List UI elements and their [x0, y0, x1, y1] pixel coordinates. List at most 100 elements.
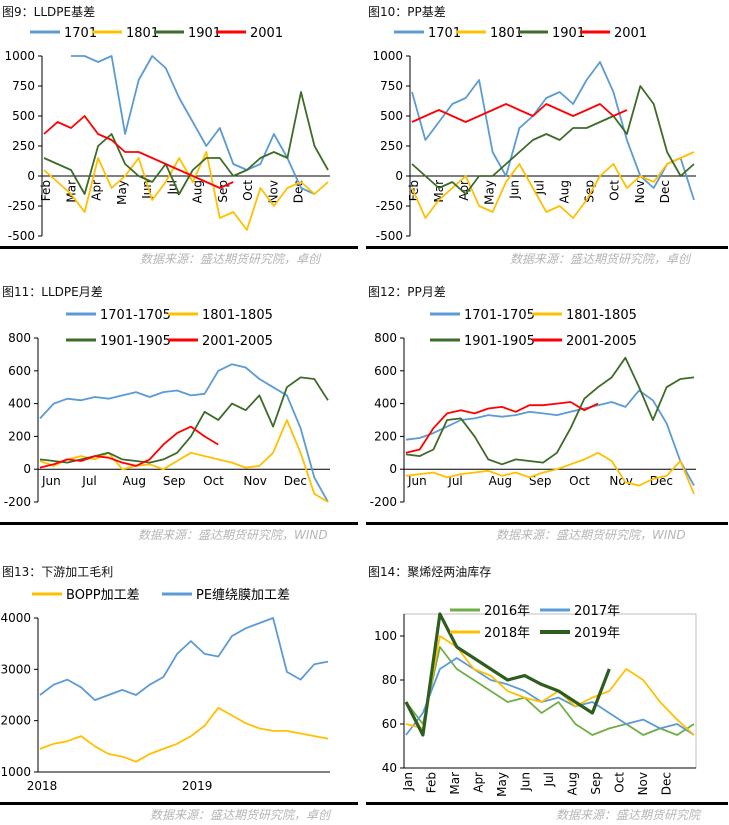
series-line [39, 617, 329, 701]
panel-caption: 图11：LLDPE月差 [2, 285, 103, 299]
panel-caption: 图9：LLDPE基差 [2, 5, 96, 19]
panel-caption: 图14：聚烯烃两油库存 [368, 565, 492, 579]
panel-caption: 图12：PP月差 [368, 285, 446, 299]
legend-label: 1701 [64, 26, 97, 41]
y-tick-label: 400 [8, 397, 31, 411]
x-tick-label: Dec [292, 180, 306, 203]
series-line [411, 85, 695, 195]
series-line [43, 151, 329, 231]
y-tick-label: 2000 [0, 714, 31, 728]
y-tick-label: 0 [27, 169, 35, 183]
series-line [404, 612, 611, 737]
y-tick-label: -500 [376, 229, 403, 243]
y-tick-label: 1000 [372, 49, 403, 63]
x-tick-label: Oct [613, 772, 627, 793]
legend-label: 2001 [614, 26, 647, 41]
x-tick-label: Oct [241, 180, 255, 201]
x-tick-label: Dec [284, 474, 307, 488]
y-tick-label: -250 [8, 199, 35, 213]
y-tick-label: 750 [12, 79, 35, 93]
source-note: 数据来源：盛达期货研究院，卓创 [510, 252, 691, 266]
x-tick-label: Oct [203, 474, 224, 488]
source-note: 数据来源：盛达期货研究院，WIND [138, 528, 328, 542]
series-line [39, 706, 329, 763]
divider [0, 802, 358, 805]
y-tick-label: 400 [374, 397, 397, 411]
series-line [405, 401, 599, 454]
x-tick-label: Jan [401, 772, 415, 792]
x-tick-label: May [482, 180, 496, 205]
y-tick-label: 200 [374, 429, 397, 443]
legend-label: 1801 [490, 26, 523, 41]
x-tick-label: Nov [636, 772, 650, 795]
source-note: 数据来源：盛达期货研究院 [556, 808, 701, 822]
series-line [39, 425, 219, 469]
x-tick-label: Jul [447, 474, 462, 488]
x-tick-label: Aug [558, 180, 572, 203]
x-tick-label: Nov [266, 180, 280, 203]
x-tick-label: Aug [566, 772, 580, 795]
legend-label: 2017年 [574, 604, 620, 619]
x-tick-label: Jul [532, 180, 546, 195]
legend-label: 1901-1905 [100, 334, 171, 349]
y-tick-label: 4000 [0, 611, 31, 625]
series-line [71, 55, 315, 195]
legend-label: 1801-1805 [566, 308, 637, 323]
x-tick-label: Jun [407, 474, 427, 488]
y-tick-label: 100 [374, 629, 397, 643]
y-tick-label: -200 [4, 495, 31, 509]
y-tick-label: 60 [382, 717, 397, 731]
x-tick-label: Oct [608, 180, 622, 201]
x-tick-label: Aug [489, 474, 512, 488]
source-note: 数据来源：盛达期货研究院，卓创 [140, 252, 321, 266]
y-tick-label: 800 [374, 331, 397, 345]
legend-label: 1701-1705 [464, 308, 535, 323]
y-tick-label: 500 [380, 109, 403, 123]
legend-label: 2016年 [484, 604, 530, 619]
x-tick-label: Apr [90, 180, 104, 201]
legend-label: 1901 [188, 26, 221, 41]
y-tick-label: 1000 [0, 765, 31, 779]
series-line [411, 151, 695, 219]
x-tick-label: Apr [472, 772, 486, 793]
legend-label: BOPP加工差 [66, 588, 140, 603]
x-tick-label: Nov [243, 474, 266, 488]
divider [366, 522, 728, 525]
y-tick-label: 250 [12, 139, 35, 153]
inventory-chart: 100 80 60 40 Jan Feb Mar Apr May Jun Jul Aug Sep Oct N… [374, 604, 697, 797]
series-line [411, 103, 628, 123]
x-tick-label: Aug [191, 180, 205, 203]
y-tick-label: 0 [23, 462, 31, 476]
source-note: 数据来源：盛达期货研究院，卓创 [150, 808, 331, 822]
series-line [39, 363, 329, 503]
divider [366, 802, 728, 805]
series-line [405, 657, 695, 736]
series-line [43, 91, 329, 195]
panel-caption: 图13：下游加工毛利 [2, 565, 114, 579]
x-tick-label: Feb [425, 772, 439, 793]
series-line [405, 451, 695, 495]
series-line [405, 356, 695, 466]
x-tick-label: Sep [589, 772, 603, 795]
legend-label: 2001-2005 [202, 334, 273, 349]
legend-label: 1901-1905 [464, 334, 535, 349]
legend-label: 2001 [250, 26, 283, 41]
y-tick-label: 0 [389, 462, 397, 476]
y-tick-label: 750 [380, 79, 403, 93]
legend-label: 1801 [126, 26, 159, 41]
x-tick-label: May [115, 180, 129, 205]
legend-label: 1701 [428, 26, 461, 41]
x-tick-label: Jul [81, 474, 96, 488]
y-tick-label: 500 [12, 109, 35, 123]
x-tick-label: Mar [448, 772, 462, 795]
panel-caption: 图10：PP基差 [368, 5, 446, 19]
series-line [405, 646, 695, 736]
x-tick-label: Jun [507, 180, 521, 200]
x-tick-label: Feb [39, 180, 53, 201]
y-tick-label: -200 [370, 495, 397, 509]
series-line [411, 61, 695, 201]
y-tick-label: 200 [8, 429, 31, 443]
series-line [43, 115, 234, 189]
